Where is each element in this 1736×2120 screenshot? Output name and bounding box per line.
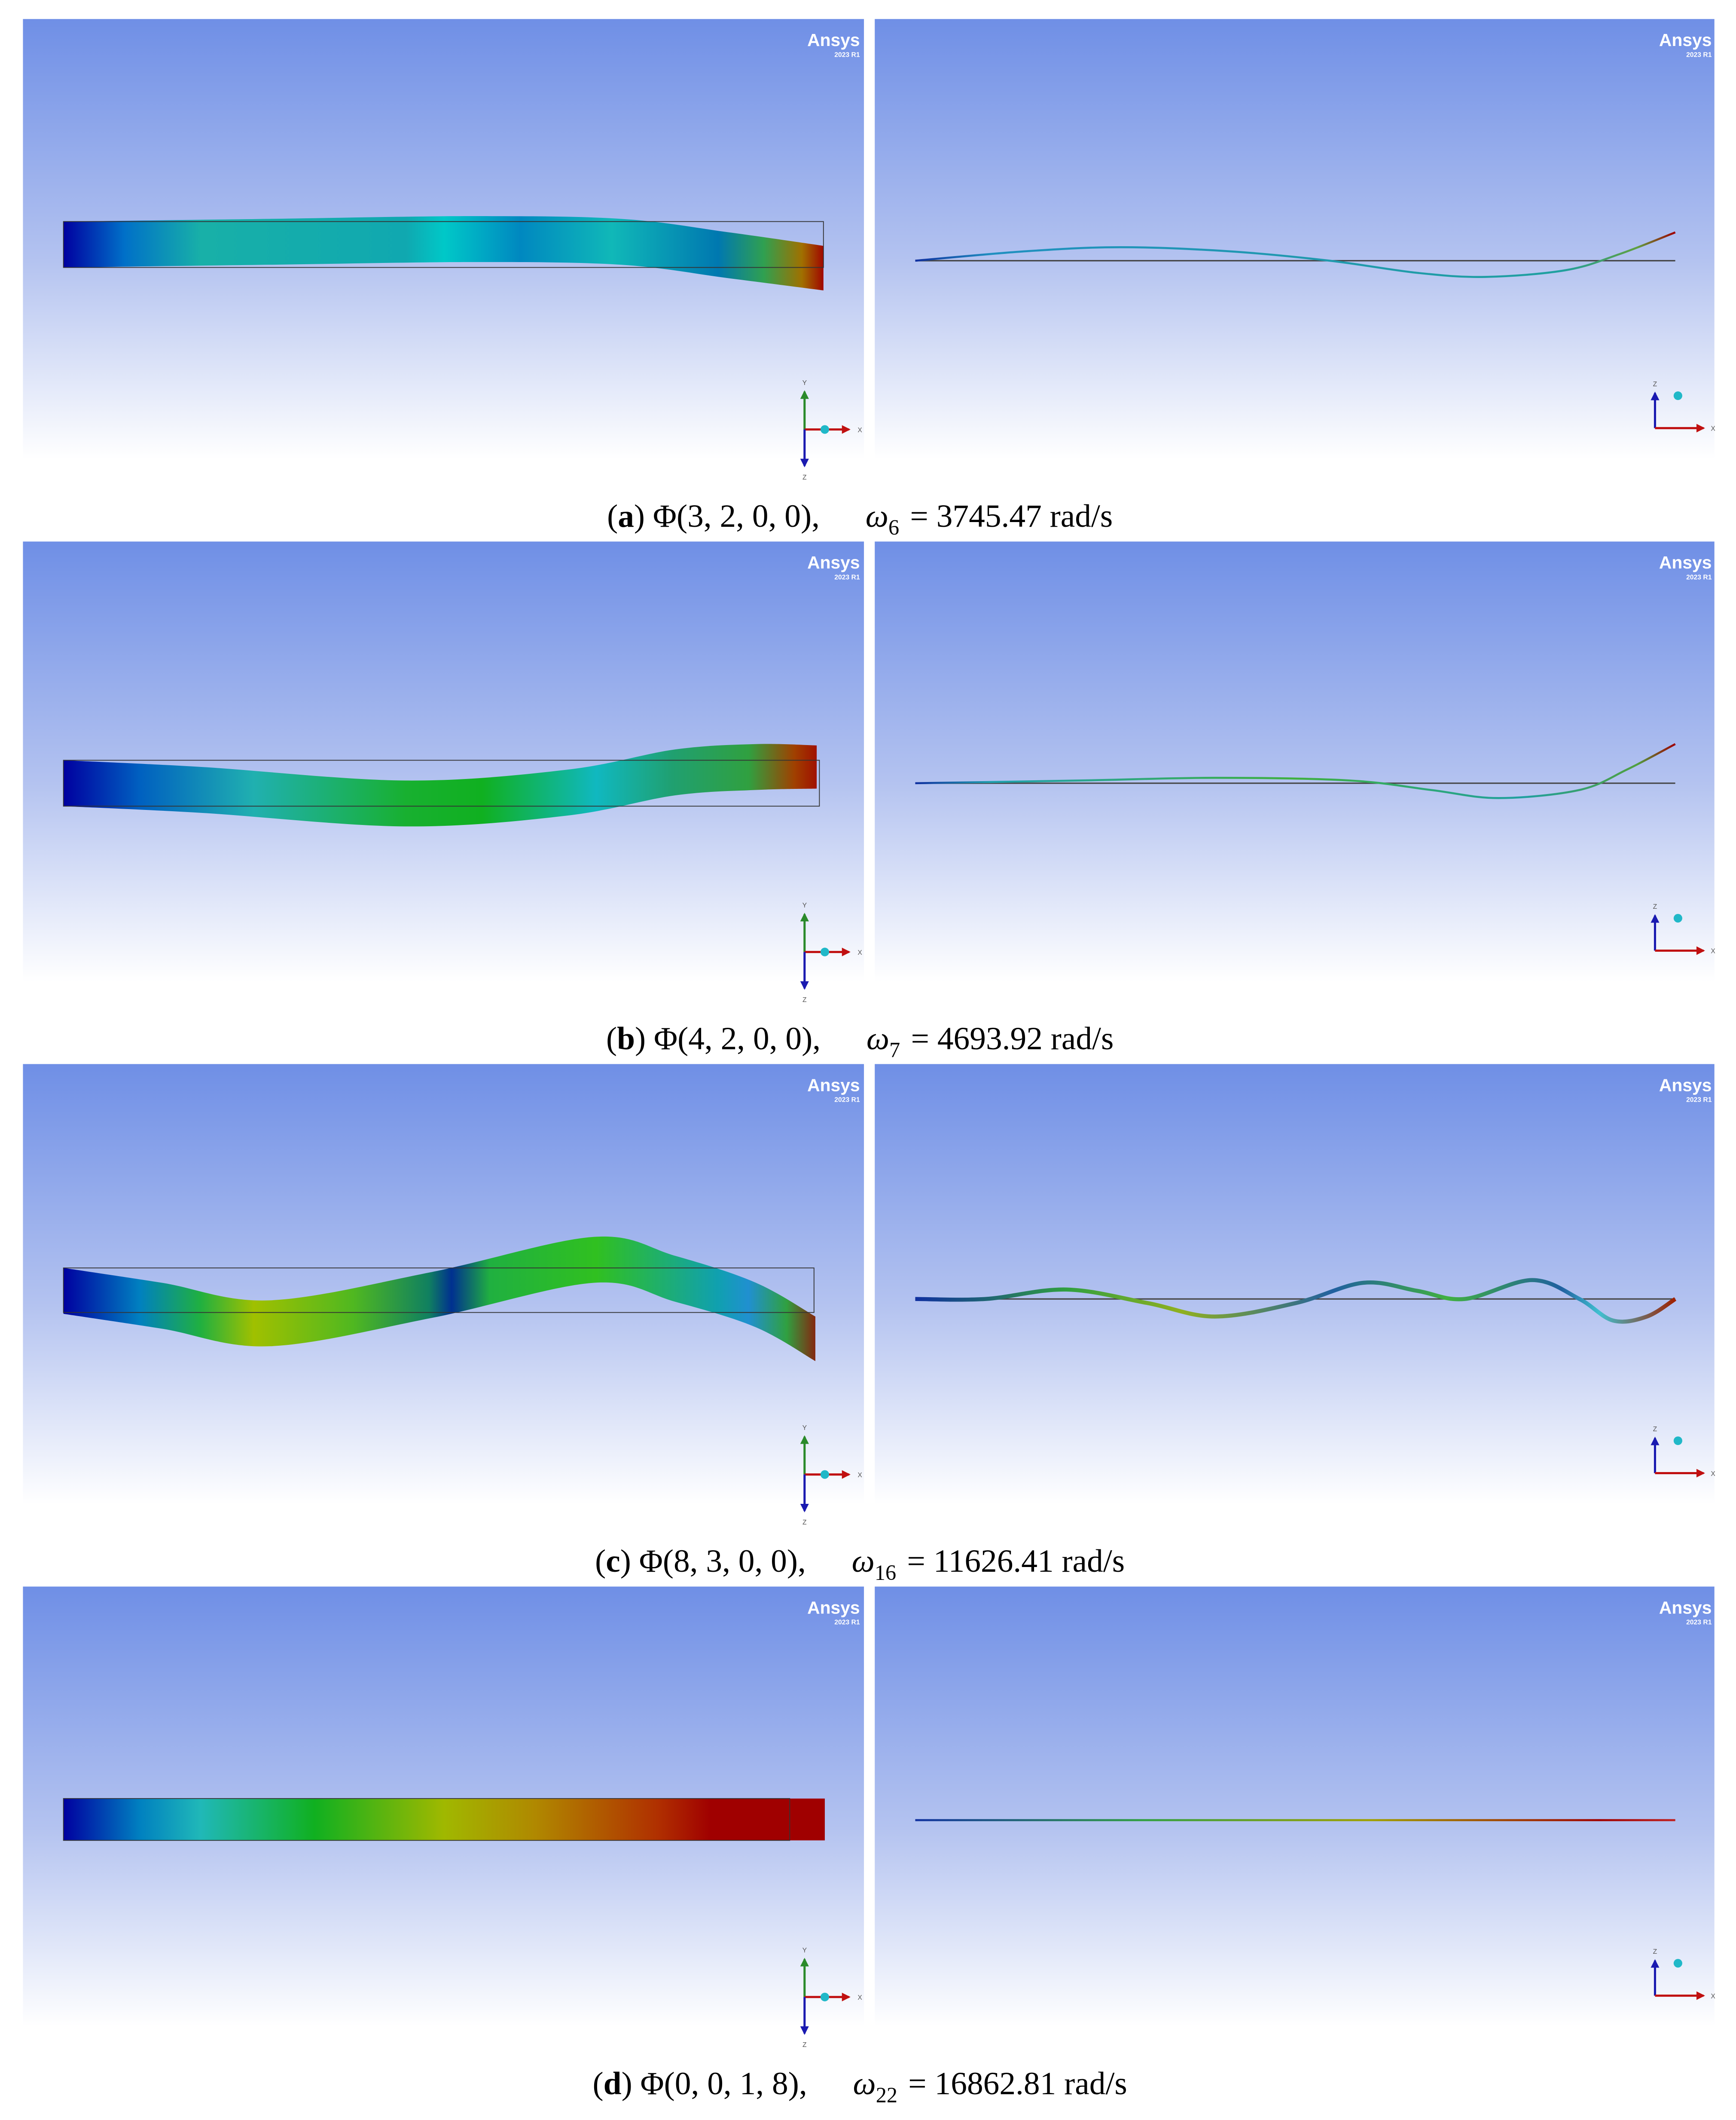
viewport-background [875, 541, 1715, 982]
triad-label: Z [802, 996, 807, 1004]
undeformed-outline [63, 1267, 815, 1313]
triad-label: X [857, 1472, 862, 1479]
triad-ball [820, 947, 830, 956]
triad-label: X [857, 949, 862, 956]
triad-label: X [1711, 948, 1715, 955]
caption-part: ( [595, 1543, 606, 1579]
caption-part: ) Φ(0, 0, 1, 8), [622, 2066, 807, 2102]
caption-part: ) Φ(8, 3, 0, 0), [620, 1543, 806, 1579]
triad-ball [820, 425, 830, 434]
logo-version: 2023 R1 [834, 51, 860, 58]
triad-label: X [1711, 1470, 1715, 1478]
caption-part: ω [853, 2066, 876, 2102]
caption: (b) Φ(4, 2, 0, 0), ω7 = 4693.92 rad/s [606, 1021, 1114, 1062]
caption-part: b [617, 1021, 635, 1057]
logo-version: 2023 R1 [1686, 51, 1712, 58]
logo-version: 2023 R1 [1686, 574, 1712, 581]
triad-label: X [1711, 425, 1715, 433]
viewport-background [875, 1064, 1715, 1504]
caption-part: ( [607, 498, 618, 534]
caption-part: c [606, 1543, 620, 1579]
triad-ball [1673, 1959, 1682, 1968]
logo-brand: Ansys [1659, 553, 1712, 572]
caption: (c) Φ(8, 3, 0, 0), ω16 = 11626.41 rad/s [595, 1543, 1125, 1585]
undeformed-outline [63, 221, 824, 268]
triad-label: Y [802, 1947, 807, 1954]
deformed-curve [915, 231, 1676, 278]
triad-label: Z [1653, 1426, 1657, 1433]
logo-version: 2023 R1 [834, 1619, 860, 1626]
caption-part: ( [593, 2066, 604, 2102]
logo-version: 2023 R1 [834, 1096, 860, 1103]
deformed-beam [63, 1798, 825, 1841]
caption-part: ) Φ(3, 2, 0, 0), [634, 498, 820, 534]
caption-part: = 11626.41 rad/s [907, 1543, 1125, 1579]
triad-label: Z [1653, 903, 1657, 910]
triad-ball [820, 1992, 830, 2001]
triad-label: X [857, 1994, 862, 2001]
logo-version: 2023 R1 [1686, 1096, 1712, 1103]
triad-label: Z [1653, 1948, 1657, 1955]
caption-part: ω [866, 498, 888, 534]
caption-part: 16 [875, 1561, 896, 1585]
caption-part: 7 [889, 1038, 900, 1062]
caption-part: = 16862.81 rad/s [908, 2066, 1127, 2102]
logo-brand: Ansys [807, 30, 860, 50]
triad-ball [820, 1470, 830, 1479]
caption-part: ) Φ(4, 2, 0, 0), [635, 1021, 821, 1057]
viewport-background [875, 19, 1715, 459]
caption-part: d [604, 2066, 622, 2102]
caption-part: ω [866, 1021, 889, 1057]
logo-brand: Ansys [807, 1598, 860, 1617]
caption-part: 6 [888, 516, 899, 540]
triad-ball [1673, 1436, 1682, 1445]
logo-brand: Ansys [807, 553, 860, 572]
logo-brand: Ansys [1659, 1598, 1712, 1617]
logo-brand: Ansys [1659, 1075, 1712, 1095]
triad-label: Z [802, 474, 807, 481]
logo-version: 2023 R1 [834, 574, 860, 581]
caption-part: a [618, 498, 634, 534]
deformed-curve [915, 1278, 1677, 1324]
logo-brand: Ansys [807, 1075, 860, 1095]
triad-ball [1673, 914, 1682, 923]
caption-part: = 4693.92 rad/s [911, 1021, 1114, 1057]
triad-label: Z [802, 2041, 807, 2049]
logo-version: 2023 R1 [1686, 1619, 1712, 1626]
triad-label: Y [802, 902, 807, 909]
undeformed-outline [63, 1798, 790, 1841]
undeformed-outline [63, 760, 820, 807]
caption: (d) Φ(0, 0, 1, 8), ω22 = 16862.81 rad/s [593, 2066, 1127, 2107]
caption-part: ω [852, 1543, 875, 1579]
triad-label: Z [1653, 381, 1657, 388]
triad-label: Y [802, 379, 807, 387]
deformed-beam [63, 216, 824, 290]
triad-ball [1673, 391, 1682, 400]
triad-label: Y [802, 1424, 807, 1432]
deformed-curve [915, 743, 1676, 799]
triad-label: X [1711, 1993, 1715, 2000]
viewport-background [875, 1586, 1715, 2027]
caption: (a) Φ(3, 2, 0, 0), ω6 = 3745.47 rad/s [607, 498, 1113, 540]
triad-label: Z [802, 1519, 807, 1526]
caption-part: ( [606, 1021, 617, 1057]
triad-label: X [857, 427, 862, 434]
logo-brand: Ansys [1659, 30, 1712, 50]
caption-part: = 3745.47 rad/s [910, 498, 1113, 534]
caption-part: 22 [876, 2083, 897, 2107]
